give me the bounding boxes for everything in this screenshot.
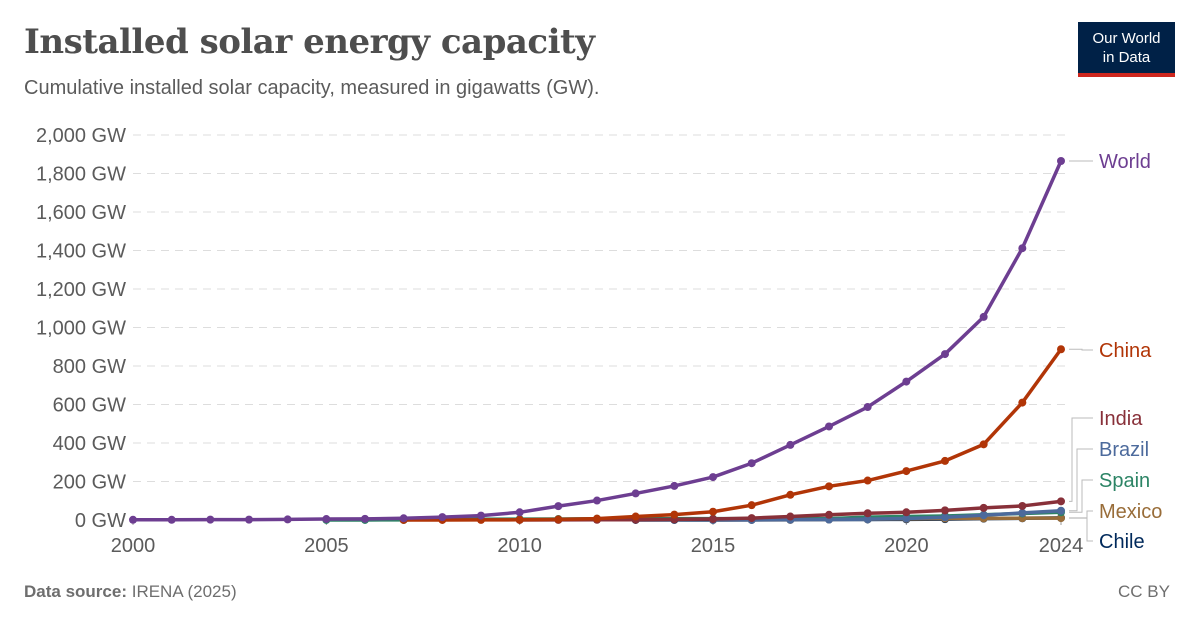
- x-tick-label: 2015: [691, 535, 736, 557]
- data-point-world: [979, 312, 988, 321]
- data-point-brazil: [863, 515, 872, 524]
- label-connector: [1069, 348, 1093, 351]
- data-point-world: [593, 496, 601, 505]
- logo-line: in Data: [1102, 49, 1151, 66]
- data-point-world: [322, 515, 331, 524]
- data-point-china: [554, 515, 563, 524]
- series-label-spain: Spain: [1099, 470, 1150, 492]
- data-point-india: [709, 515, 717, 524]
- data-point-india: [902, 508, 911, 517]
- y-tick-label: 1,600 GW: [36, 202, 126, 224]
- data-point-china: [593, 514, 601, 523]
- data-point-world: [477, 511, 485, 520]
- data-point-world: [438, 513, 447, 522]
- data-point-china: [902, 467, 911, 476]
- data-point-china: [1018, 398, 1027, 407]
- data-point-china: [825, 482, 833, 491]
- data-point-world: [863, 403, 872, 412]
- data-point-world: [670, 481, 679, 490]
- data-point-china: [786, 490, 795, 499]
- data-point-india: [1057, 497, 1065, 506]
- data-point-china: [863, 476, 872, 485]
- data-point-world: [902, 377, 911, 386]
- data-point-world: [941, 350, 949, 359]
- data-point-india: [941, 506, 949, 515]
- data-point-world: [167, 515, 176, 524]
- y-tick-label: 1,400 GW: [36, 241, 126, 263]
- x-tick-label: 2024: [1039, 535, 1084, 557]
- data-point-world: [825, 422, 833, 431]
- logo-line: Our World: [1092, 30, 1161, 47]
- label-connector: [1069, 448, 1093, 512]
- y-tick-label: 1,000 GW: [36, 318, 126, 340]
- series-label-china: China: [1099, 340, 1152, 362]
- data-point-world: [129, 515, 137, 524]
- series-label-brazil: Brazil: [1099, 439, 1149, 461]
- x-tick-label: 2000: [111, 535, 156, 557]
- data-point-world: [1057, 156, 1065, 165]
- data-point-india: [979, 503, 988, 512]
- data-point-china: [747, 501, 756, 510]
- y-tick-label: 200 GW: [53, 472, 126, 494]
- chart-title: Installed solar energy capacity: [24, 22, 595, 62]
- data-point-china: [515, 515, 524, 524]
- data-point-china: [941, 456, 949, 465]
- data-point-brazil: [902, 514, 911, 523]
- series-label-mexico: Mexico: [1099, 501, 1162, 523]
- series-label-india: India: [1099, 408, 1143, 430]
- series-line-china: [403, 348, 1063, 522]
- x-tick-label: 2020: [884, 535, 929, 557]
- data-point-world: [206, 515, 215, 524]
- data-point-world: [747, 459, 756, 468]
- y-tick-label: 400 GW: [53, 433, 126, 455]
- x-tick-label: 2005: [304, 535, 349, 557]
- chart-subtitle: Cumulative installed solar capacity, mea…: [24, 77, 600, 99]
- data-point-india: [863, 509, 872, 518]
- data-point-china: [1057, 345, 1065, 354]
- series-line-brazil: [713, 509, 1062, 522]
- data-source: Data source: IRENA (2025): [24, 582, 237, 602]
- label-connector: [1069, 417, 1093, 502]
- data-point-world: [245, 515, 253, 524]
- license[interactable]: CC BY: [1118, 582, 1170, 601]
- data-point-world: [554, 502, 563, 511]
- data-point-world: [515, 508, 524, 517]
- data-point-india: [747, 514, 756, 523]
- y-tick-label: 1,200 GW: [36, 279, 126, 301]
- data-point-brazil: [941, 513, 949, 522]
- label-connector: [1069, 479, 1093, 513]
- source-value[interactable]: IRENA (2025): [131, 582, 237, 601]
- series-label-chile: Chile: [1099, 531, 1145, 553]
- data-point-china: [631, 512, 640, 521]
- x-tick-label: 2010: [497, 535, 542, 557]
- data-point-brazil: [979, 511, 988, 520]
- data-point-world: [709, 473, 717, 482]
- data-point-world: [283, 515, 292, 524]
- y-tick-label: 2,000 GW: [36, 125, 126, 147]
- y-tick-label: 800 GW: [53, 356, 126, 378]
- source-label: Data source:: [24, 582, 127, 601]
- data-point-world: [1018, 244, 1027, 253]
- data-point-world: [786, 440, 795, 449]
- y-tick-label: 1,800 GW: [36, 164, 126, 186]
- y-tick-label: 600 GW: [53, 395, 126, 417]
- data-point-world: [361, 514, 369, 523]
- data-point-mexico: [1057, 514, 1065, 523]
- series-label-world: World: [1099, 151, 1151, 173]
- y-tick-label: 0 GW: [75, 510, 126, 532]
- data-point-india: [1018, 501, 1027, 510]
- data-point-brazil: [1057, 506, 1065, 515]
- data-point-china: [709, 507, 717, 516]
- data-point-china: [670, 510, 679, 519]
- data-point-china: [979, 440, 988, 449]
- owid-logo[interactable]: Our World in Data: [1078, 22, 1175, 77]
- data-point-world: [631, 489, 640, 498]
- data-point-india: [786, 512, 795, 521]
- data-point-brazil: [1018, 508, 1027, 517]
- label-connector: [1069, 517, 1093, 542]
- data-point-india: [825, 510, 833, 519]
- data-point-world: [399, 514, 408, 523]
